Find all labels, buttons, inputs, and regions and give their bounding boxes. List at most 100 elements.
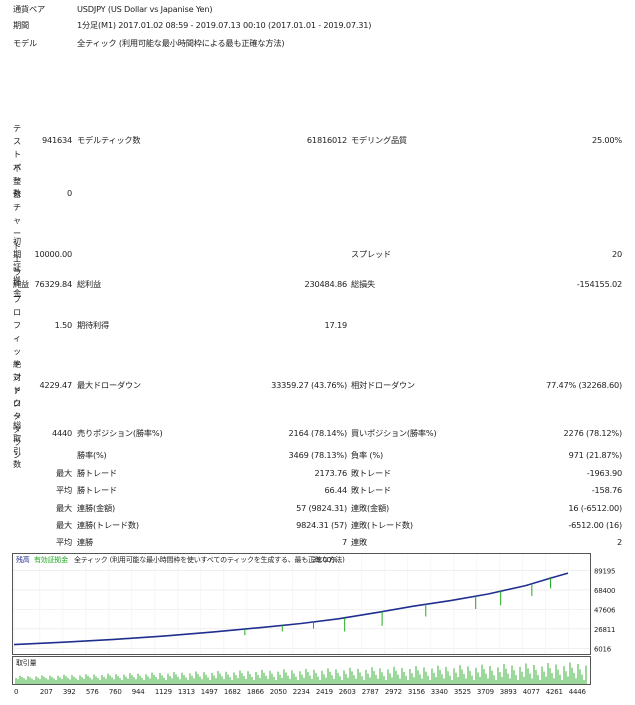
ticks-value: 61816012	[306, 135, 347, 145]
x-tick-label: 2603	[339, 688, 356, 696]
avg-win-label: 勝トレード	[77, 485, 117, 495]
x-tick-label: 207	[40, 688, 53, 696]
symbol-label: 通貨ペア	[13, 4, 45, 14]
gross-profit-label: 総利益	[77, 279, 101, 289]
y-axis: 6016 26811 47606 68400 89195	[594, 567, 616, 653]
short-label: 売りポジション(勝率%)	[77, 428, 163, 438]
expected-value: 17.19	[324, 320, 348, 330]
gross-profit-value: 230484.86	[304, 279, 348, 289]
avg-consec-loss-value: 2	[616, 537, 622, 547]
y-tick-label: 89195	[594, 567, 615, 575]
expected-label: 期待利得	[77, 320, 109, 330]
x-tick-label: 3340	[431, 688, 448, 696]
largest-prefix: 最大	[56, 468, 72, 478]
gross-loss-value: -154155.02	[576, 279, 622, 289]
avg-consec-win-value: 7	[341, 537, 347, 547]
x-tick-label: 4077	[523, 688, 540, 696]
y-tick-label: 6016	[594, 645, 612, 653]
quality-label: モデリング品質	[351, 135, 407, 145]
x-tick-label: 1129	[155, 688, 172, 696]
legend-quality: 25.00%	[312, 556, 338, 564]
x-tick-label: 2972	[385, 688, 402, 696]
y-tick-label: 26811	[594, 626, 615, 634]
consec-loss-amt-label: 連敗(金額)	[351, 503, 389, 513]
largest-win-value: 2173.76	[314, 468, 348, 478]
rel-dd-label: 相対ドローダウン	[351, 380, 415, 390]
legend-model: 全ティック (利用可能な最小時間枠を使いすべてのティックを生成する、最も正確な方…	[74, 555, 345, 564]
consec-amt-prefix: 最大	[56, 503, 72, 513]
short-value: 2164 (78.14%)	[288, 428, 348, 438]
gross-loss-label: 総損失	[351, 279, 375, 289]
trades-label: 総取引数	[13, 420, 21, 469]
largest-win-label: 勝トレード	[77, 468, 117, 478]
loss-label: 負率 (%)	[351, 450, 383, 460]
win-value: 3469 (78.13%)	[288, 450, 348, 460]
series-balance-line	[13, 572, 569, 646]
consec-win-cnt-label: 連勝(トレード数)	[77, 520, 139, 530]
avg-win-value: 66.44	[324, 485, 348, 495]
largest-loss-value: -1963.90	[586, 468, 622, 478]
y-tick-label: 47606	[594, 606, 616, 614]
x-tick-label: 3893	[500, 688, 517, 696]
largest-loss-label: 敗トレード	[351, 468, 391, 478]
max-dd-label: 最大ドローダウン	[77, 380, 141, 390]
period-value: 1分足(M1) 2017.01.02 08:59 - 2019.07.13 00…	[77, 20, 372, 30]
volume-label: 取引量	[16, 658, 37, 667]
abs-dd-label: 絶対ドローダウン	[13, 359, 21, 460]
x-tick-label: 4446	[569, 688, 587, 696]
period-label: 期間	[13, 20, 29, 30]
average-prefix: 平均	[56, 485, 72, 495]
x-tick-label: 3709	[477, 688, 494, 696]
x-tick-label: 1497	[201, 688, 218, 696]
pf-value: 1.50	[54, 320, 73, 330]
legend-equity: 有効証拠金	[34, 555, 68, 564]
mismatch-value: 0	[66, 188, 72, 198]
avg-consec-win-label: 連勝	[77, 537, 93, 547]
volume-bars	[15, 662, 587, 684]
chart-series	[13, 572, 569, 646]
model-label: モデル	[13, 38, 37, 48]
abs-dd-value: 4229.47	[39, 380, 73, 390]
consec-win-amt-value: 57 (9824.31)	[296, 503, 347, 513]
x-tick-label: 760	[109, 688, 122, 696]
bars-label: テストバー数	[13, 123, 21, 198]
quality-value: 25.00%	[591, 135, 622, 145]
x-tick-label: 2419	[316, 688, 333, 696]
x-tick-label: 2050	[270, 688, 287, 696]
pf-label: プロフィットファクタ	[13, 294, 21, 421]
spread-value: 20	[611, 249, 622, 259]
x-tick-label: 4261	[546, 688, 563, 696]
net-label: 純益	[13, 279, 29, 289]
max-dd-value: 33359.27 (43.76%)	[271, 380, 347, 390]
chart-legend: 残高 有効証拠金 全ティック (利用可能な最小時間枠を使いすべてのティックを生成…	[16, 555, 345, 564]
long-label: 買いポジション(勝率%)	[351, 428, 437, 438]
x-tick-label: 1313	[178, 688, 195, 696]
rel-dd-value: 77.47% (32268.60)	[546, 380, 622, 390]
x-tick-label: 944	[132, 688, 146, 696]
win-label: 勝率(%)	[77, 450, 107, 460]
model-value: 全ティック (利用可能な最小時間枠による最も正確な方法)	[77, 38, 285, 48]
y-tick-label: 68400	[594, 587, 615, 595]
x-axis: 0 207 392 576 760 944 1129 1313 1497 1682 1866 2050…	[14, 688, 587, 696]
x-tick-label: 576	[86, 688, 100, 696]
x-tick-label: 1682	[224, 688, 241, 696]
spread-label: スプレッド	[351, 249, 391, 259]
x-tick-label: 2234	[293, 688, 311, 696]
x-tick-label: 3156	[408, 688, 426, 696]
consec-loss-cnt-label: 連敗(トレード数)	[351, 520, 413, 530]
x-tick-label: 0	[14, 688, 18, 696]
x-tick-label: 392	[63, 688, 76, 696]
consec-win-cnt-value: 9824.31 (57)	[296, 520, 347, 530]
x-tick-label: 3525	[454, 688, 471, 696]
legend-balance: 残高	[16, 555, 30, 564]
x-tick-label: 1866	[247, 688, 265, 696]
deposit-value: 10000.00	[34, 249, 73, 259]
consec-loss-amt-value: 16 (-6512.00)	[568, 503, 622, 513]
avg-consec-loss-label: 連敗	[351, 537, 367, 547]
chart-grid	[13, 554, 590, 654]
long-value: 2276 (78.12%)	[563, 428, 623, 438]
mismatch-label: 不整合チャートエラー	[13, 163, 21, 290]
trades-value: 4440	[51, 428, 72, 438]
symbol-value: USDJPY (US Dollar vs Japanise Yen)	[77, 4, 213, 14]
avg-loss-value: -158.76	[591, 485, 622, 495]
